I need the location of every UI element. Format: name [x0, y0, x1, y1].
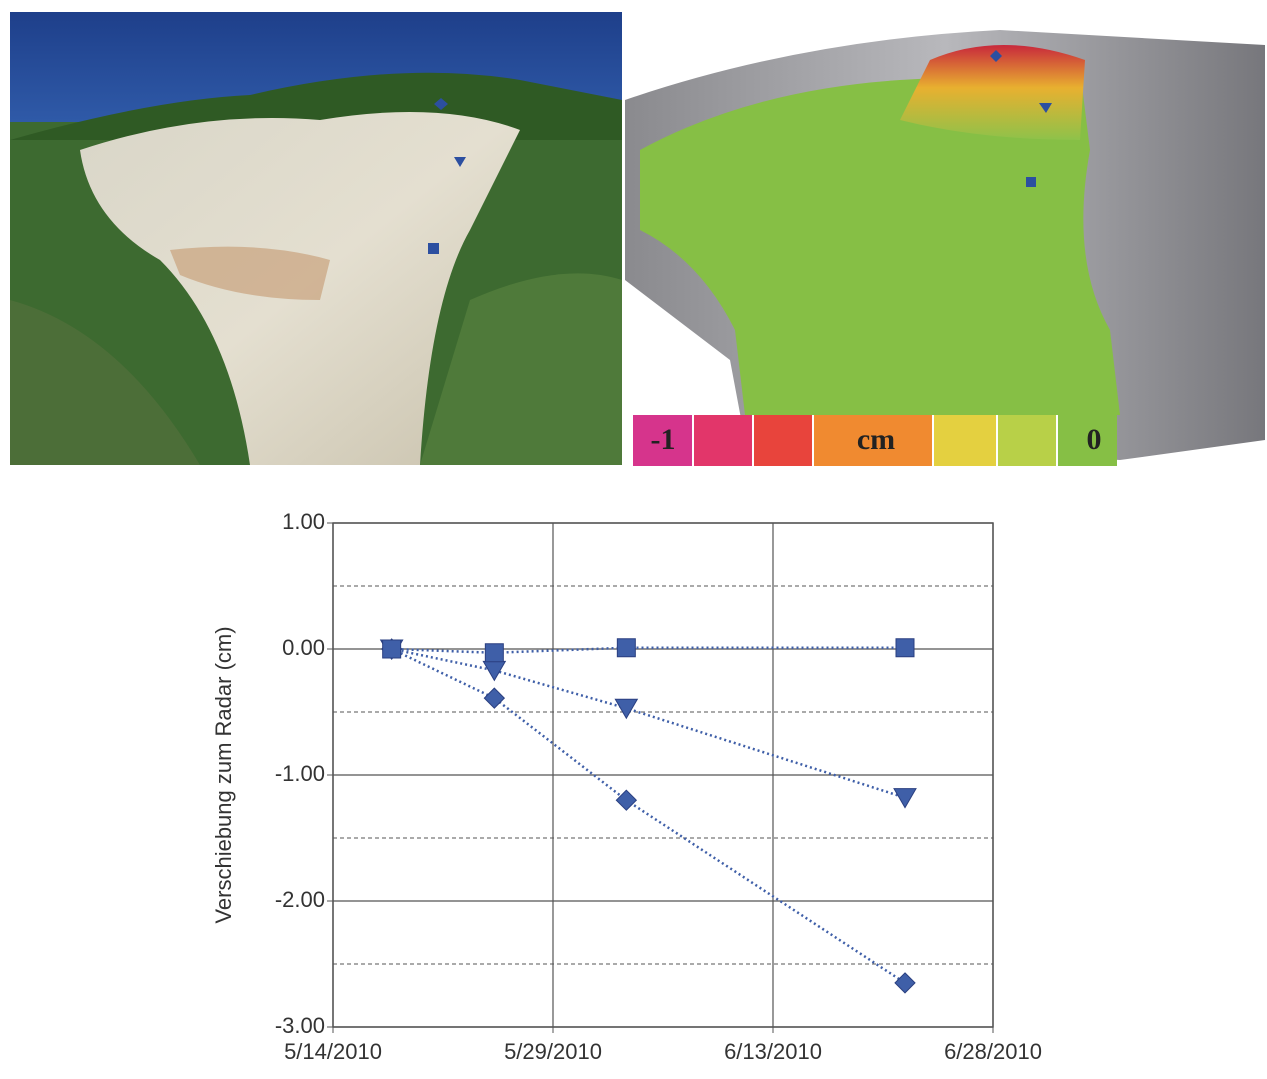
marker: [614, 698, 639, 720]
chart: Verschiebung zum Radar (cm) -3.00 -2.00 -1…: [211, 509, 1042, 1064]
y-tick-label: -1.00: [275, 761, 325, 786]
y-tick-label: 0.00: [282, 635, 325, 660]
y-axis-label: Verschiebung zum Radar (cm): [211, 626, 236, 923]
photo: [10, 12, 622, 465]
x-tick-label: 5/14/2010: [284, 1039, 382, 1064]
series-line: [391, 646, 905, 655]
marker: [483, 687, 506, 709]
marker: [616, 638, 636, 658]
y-tick-label: -3.00: [275, 1013, 325, 1038]
marker: [484, 643, 504, 663]
colorbar-label: cm: [857, 423, 895, 456]
x-tick-label: 6/13/2010: [724, 1039, 822, 1064]
y-tick-label: 1.00: [282, 509, 325, 534]
marker: [895, 638, 915, 658]
y-tick-label: -2.00: [275, 887, 325, 912]
radar-map: -1 cm 0: [625, 12, 1265, 466]
marker: [894, 972, 916, 994]
marker: [382, 639, 402, 659]
colorbar-label: 0: [1087, 423, 1102, 456]
marker: [615, 789, 638, 811]
series-line: [391, 647, 906, 984]
x-tick-label: 6/28/2010: [944, 1039, 1042, 1064]
colorbar-label: -1: [651, 423, 676, 456]
marker: [893, 788, 917, 809]
x-tick-label: 5/29/2010: [504, 1039, 602, 1064]
